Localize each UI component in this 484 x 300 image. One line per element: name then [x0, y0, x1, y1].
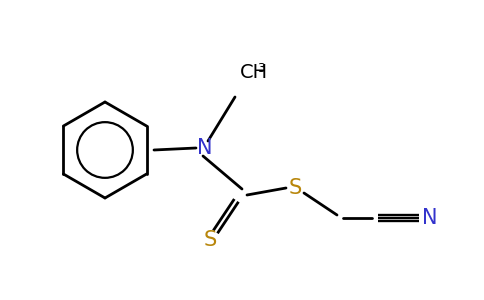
Text: S: S [288, 178, 302, 198]
Text: N: N [197, 138, 213, 158]
Text: 3: 3 [257, 62, 265, 76]
Text: N: N [422, 208, 438, 228]
Text: S: S [203, 230, 217, 250]
Text: CH: CH [240, 62, 268, 82]
